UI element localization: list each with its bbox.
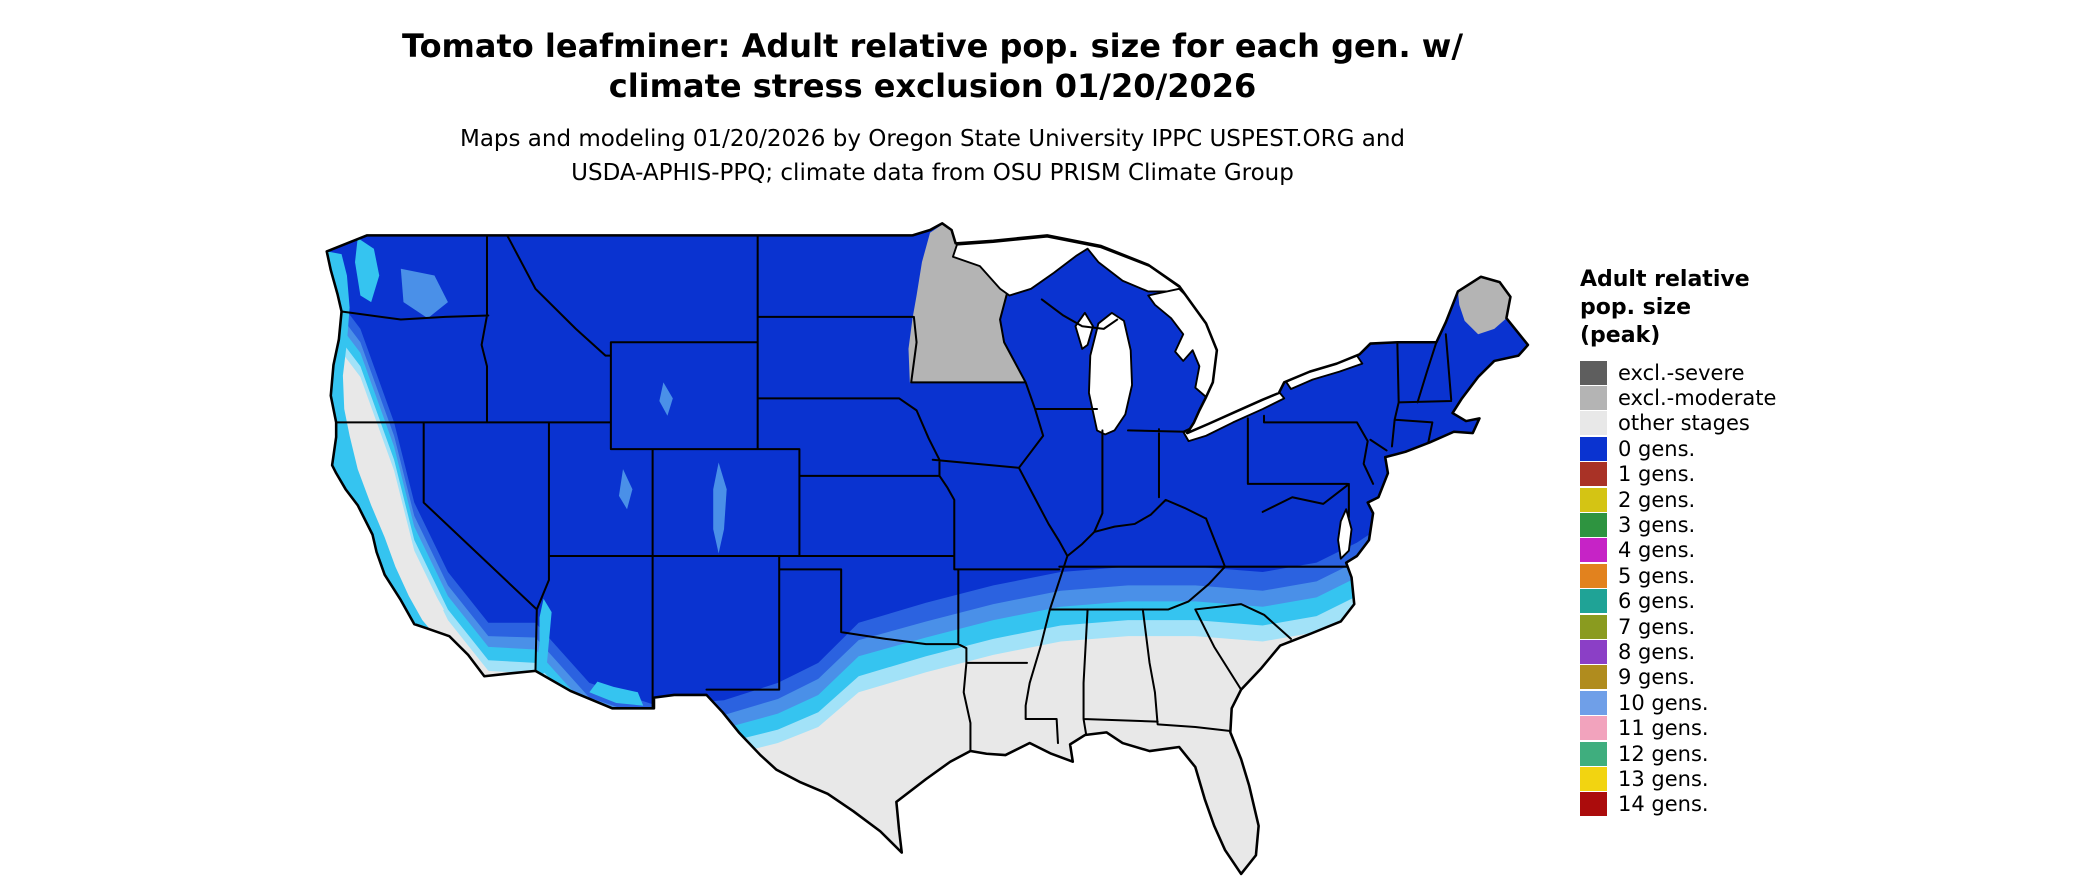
legend-label: 6 gens. <box>1618 589 1696 614</box>
legend-label: 12 gens. <box>1618 741 1709 766</box>
legend-label: 2 gens. <box>1618 487 1696 512</box>
legend-item: 1 gens. <box>1580 462 1880 487</box>
legend-label: 11 gens. <box>1618 716 1709 741</box>
legend-swatch <box>1580 741 1607 766</box>
legend-item: 12 gens. <box>1580 741 1880 766</box>
lake-michigan <box>1088 311 1133 436</box>
legend-items: excl.-severe excl.-moderate other stages 0 … <box>1580 360 1880 817</box>
legend-label: 3 gens. <box>1618 513 1696 538</box>
legend-swatch <box>1580 513 1607 538</box>
legend-label: 1 gens. <box>1618 462 1696 487</box>
legend-title: Adult relative pop. size (peak) <box>1580 266 1880 350</box>
conus-map-svg <box>325 222 1530 876</box>
legend-label: excl.-moderate <box>1618 386 1777 411</box>
legend-item: 4 gens. <box>1580 538 1880 563</box>
title-line-1: Tomato leafminer: Adult relative pop. si… <box>401 27 1464 65</box>
legend-item: excl.-moderate <box>1580 385 1880 411</box>
title-line-2: climate stress exclusion 01/20/2026 <box>608 67 1257 105</box>
legend-item: 2 gens. <box>1580 487 1880 512</box>
legend-swatch <box>1580 386 1607 411</box>
green-bay <box>1074 311 1094 350</box>
legend-swatch <box>1580 436 1607 461</box>
legend-title-line-1: Adult relative <box>1580 267 1750 292</box>
maine-exclusion-region <box>1457 276 1511 335</box>
legend-swatch <box>1580 360 1607 385</box>
legend-title-line-3: (peak) <box>1580 323 1661 348</box>
legend-item: 13 gens. <box>1580 766 1880 791</box>
legend-item: 11 gens. <box>1580 715 1880 741</box>
map-title: Tomato leafminer: Adult relative pop. si… <box>0 26 1865 106</box>
chesapeake-bay <box>1337 508 1353 560</box>
legend-swatch <box>1580 665 1607 690</box>
legend-swatch <box>1580 462 1607 487</box>
colorado-rockies-patch <box>713 462 727 554</box>
legend-item: 6 gens. <box>1580 589 1880 614</box>
legend-label: 14 gens. <box>1618 792 1709 817</box>
legend-swatch <box>1580 639 1607 664</box>
legend-label: 10 gens. <box>1618 690 1709 715</box>
legend-item: 5 gens. <box>1580 563 1880 588</box>
lake-superior <box>951 235 1183 297</box>
legend-item: 3 gens. <box>1580 512 1880 538</box>
legend-label: 9 gens. <box>1618 665 1696 690</box>
legend-title-line-2: pop. size <box>1580 295 1691 320</box>
legend-item: other stages <box>1580 411 1880 436</box>
legend: Adult relative pop. size (peak) excl.-se… <box>1580 266 1880 817</box>
us-outline <box>325 222 1530 876</box>
legend-swatch <box>1580 716 1607 741</box>
map-fill-layers <box>326 223 1528 874</box>
legend-swatch <box>1580 411 1607 436</box>
socal-patch <box>441 622 496 682</box>
central-valley-patch <box>371 483 444 618</box>
conus-map <box>320 222 1532 890</box>
legend-swatch <box>1580 563 1607 588</box>
puget-lowland-patch <box>355 238 380 303</box>
map-subtitle: Maps and modeling 01/20/2026 by Oregon S… <box>0 122 1865 190</box>
legend-label: other stages <box>1618 411 1750 436</box>
legend-label: 0 gens. <box>1618 436 1696 461</box>
legend-swatch <box>1580 589 1607 614</box>
legend-label: 5 gens. <box>1618 563 1696 588</box>
legend-swatch <box>1580 792 1607 817</box>
legend-swatch <box>1580 538 1607 563</box>
legend-label: 8 gens. <box>1618 639 1696 664</box>
state-borders <box>335 234 1453 753</box>
columbia-basin-patch <box>400 268 448 319</box>
wyoming-mountains-patch <box>659 382 673 416</box>
legend-item: 9 gens. <box>1580 665 1880 690</box>
legend-label: 7 gens. <box>1618 614 1696 639</box>
southern-arizona-patch <box>589 681 644 706</box>
legend-label: 4 gens. <box>1618 538 1696 563</box>
legend-item: 8 gens. <box>1580 639 1880 664</box>
legend-item: 14 gens. <box>1580 792 1880 817</box>
legend-swatch <box>1580 487 1607 512</box>
legend-swatch <box>1580 690 1607 715</box>
legend-swatch <box>1580 766 1607 791</box>
utah-mountains-patch <box>618 469 633 510</box>
legend-label: 13 gens. <box>1618 766 1709 791</box>
pacific-coast-strip <box>326 251 485 677</box>
legend-item: 0 gens. <box>1580 436 1880 461</box>
subtitle-line-1: Maps and modeling 01/20/2026 by Oregon S… <box>459 126 1406 152</box>
legend-item: 10 gens. <box>1580 690 1880 715</box>
subtitle-line-2: USDA-APHIS-PPQ; climate data from OSU PR… <box>571 160 1294 186</box>
legend-label: excl.-severe <box>1618 360 1745 385</box>
legend-item: excl.-severe <box>1580 360 1880 385</box>
legend-item: 7 gens. <box>1580 614 1880 639</box>
legend-swatch <box>1580 614 1607 639</box>
